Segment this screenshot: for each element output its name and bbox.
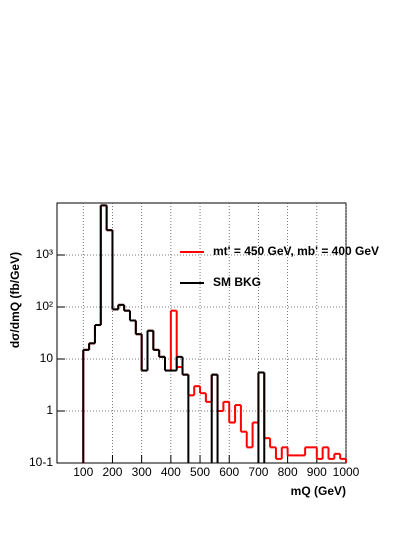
legend-label: mt' = 450 GeV, mb' = 400 GeV <box>213 244 379 258</box>
x-tick-label: 900 <box>307 465 327 479</box>
x-tick-label: 100 <box>73 465 93 479</box>
y-tick-label: 1 <box>46 403 53 417</box>
x-tick-label: 300 <box>132 465 152 479</box>
x-tick-label: 600 <box>219 465 239 479</box>
x-tick-label: 800 <box>278 465 298 479</box>
y-tick-label: 10-1 <box>29 455 53 469</box>
x-tick-label: 400 <box>161 465 181 479</box>
y-tick-label: 10³ <box>36 247 53 261</box>
y-tick-label: 10² <box>36 299 53 313</box>
x-tick-label: 1000 <box>333 465 360 479</box>
y-tick-label: 10 <box>40 351 54 365</box>
x-tick-label: 700 <box>248 465 268 479</box>
x-tick-label: 500 <box>190 465 210 479</box>
y-axis-label: dσ/dmQ (fb/GeV) <box>8 252 22 348</box>
legend-label: SM BKG <box>213 275 261 289</box>
x-tick-label: 200 <box>102 465 122 479</box>
x-axis-label: mQ (GeV) <box>291 484 346 498</box>
